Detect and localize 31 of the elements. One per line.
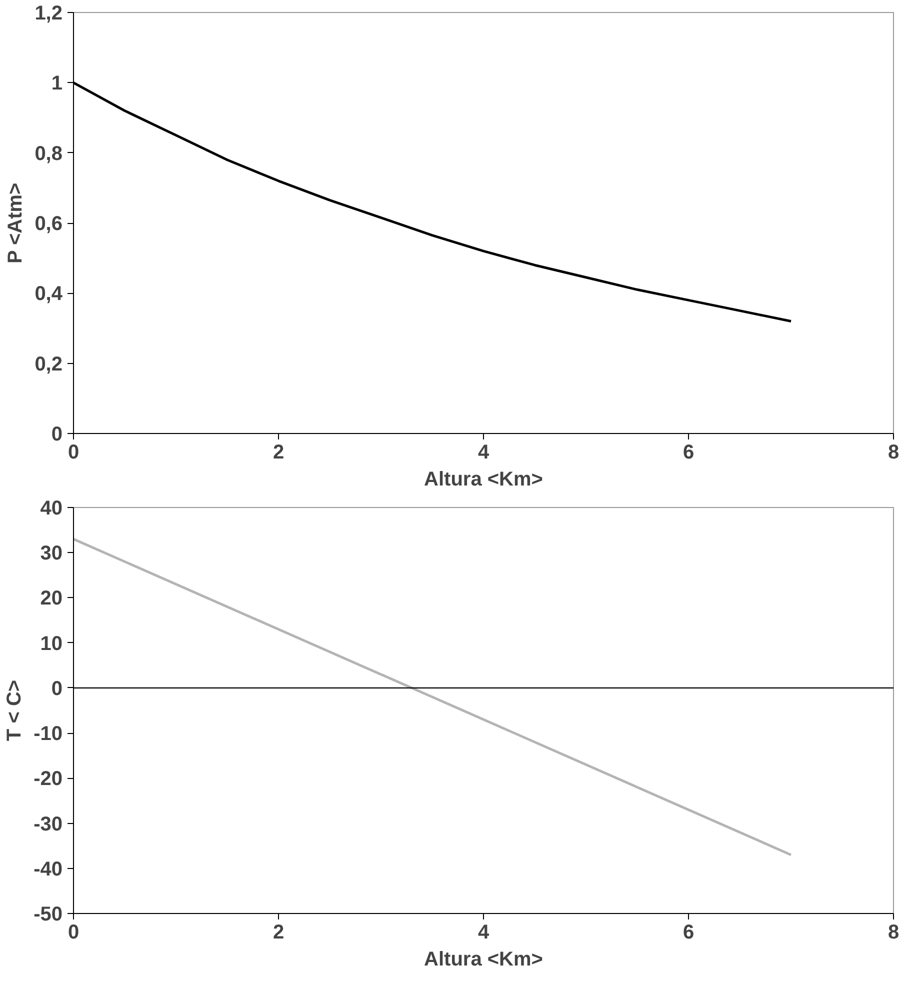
y-tick-label: -20 xyxy=(34,768,62,790)
y-tick-label: 1,2 xyxy=(34,2,63,24)
y-tick-label: 10 xyxy=(40,632,63,655)
y-axis-title: T < C> xyxy=(4,680,26,742)
x-axis-title: Altura <Km> xyxy=(424,468,543,490)
x-tick-label: 6 xyxy=(682,442,694,464)
x-tick-label: 2 xyxy=(272,442,284,464)
x-tick-label: 6 xyxy=(682,922,694,944)
x-tick-label: 2 xyxy=(272,922,284,944)
y-tick-label: -50 xyxy=(34,904,62,926)
y-tick-label: 0 xyxy=(51,424,62,446)
y-tick-label: 0,8 xyxy=(34,142,63,165)
y-tick-label: 0,2 xyxy=(34,353,63,376)
x-tick-label: 4 xyxy=(478,922,490,944)
y-tick-label: 1 xyxy=(51,72,62,95)
y-tick-label: -10 xyxy=(34,723,62,746)
y-tick-label: -40 xyxy=(34,858,62,880)
x-tick-label: 4 xyxy=(478,442,490,464)
x-tick-label: 0 xyxy=(68,442,80,464)
y-tick-label: 30 xyxy=(40,542,63,565)
x-axis-title: Altura <Km> xyxy=(424,948,543,970)
x-tick-label: 0 xyxy=(68,922,80,944)
y-tick-label: 0,6 xyxy=(34,213,63,235)
y-tick-label: -30 xyxy=(34,813,62,836)
y-tick-label: 20 xyxy=(40,588,63,610)
y-tick-label: 40 xyxy=(40,498,63,520)
x-tick-label: 8 xyxy=(888,922,900,944)
y-tick-label: 0 xyxy=(51,678,62,700)
y-tick-label: 0,4 xyxy=(34,283,64,306)
x-tick-label: 8 xyxy=(888,442,900,464)
y-axis-title: P <Atm> xyxy=(4,182,27,264)
